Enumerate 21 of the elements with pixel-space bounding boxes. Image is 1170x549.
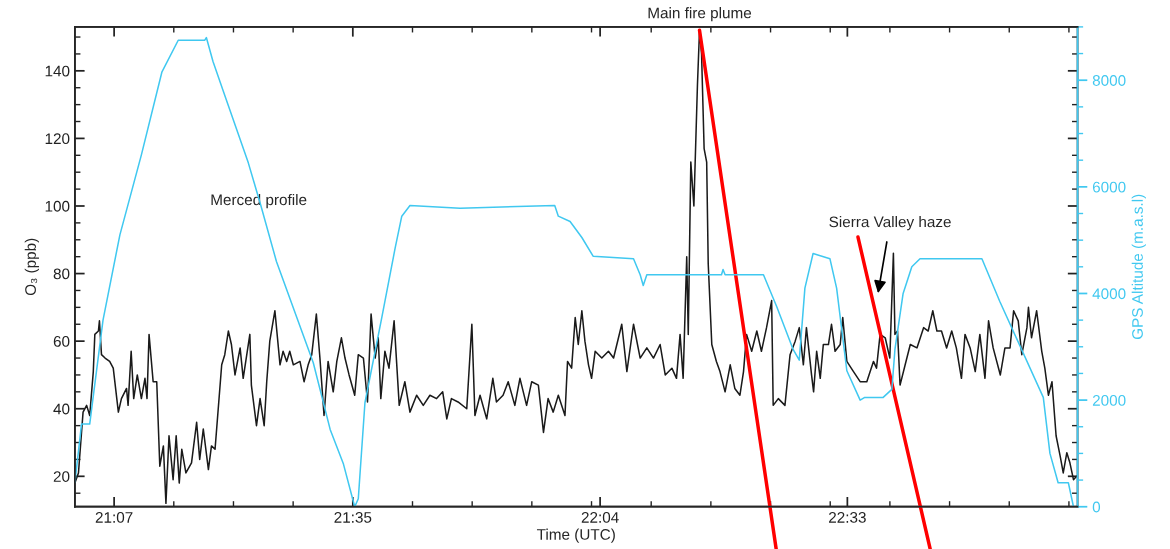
annotation: Main fire plume (648, 7, 752, 22)
y2-tick-label: 4000 (1092, 288, 1126, 300)
y2-tick-label: 6000 (1092, 181, 1126, 193)
y-tick-label: 80 (53, 268, 70, 280)
y-axis-title: O₃ (ppb) (24, 238, 39, 296)
x-tick-label: 21:35 (334, 511, 372, 523)
y-tick-label: 100 (45, 200, 70, 212)
y-tick-label: 140 (45, 65, 70, 77)
y2-tick-label: 8000 (1092, 75, 1126, 86)
y-tick-label: 120 (45, 133, 70, 145)
x-tick-label: 22:33 (829, 511, 866, 523)
y-tick-label: 60 (53, 336, 70, 347)
y2-tick-label: 2000 (1092, 394, 1126, 406)
x-tick-label: 21:07 (95, 511, 133, 523)
y2-tick-label: 0 (1092, 501, 1101, 513)
y-tick-label: 20 (53, 471, 70, 482)
x-axis-title: Time (UTC) (536, 528, 615, 543)
y2-axis-title: GPS Altitude (m.a.s.l) (1131, 194, 1146, 340)
annotation: Sierra Valley haze (829, 216, 951, 231)
x-tick-label: 22:04 (581, 511, 619, 523)
y-tick-label: 40 (53, 403, 70, 415)
